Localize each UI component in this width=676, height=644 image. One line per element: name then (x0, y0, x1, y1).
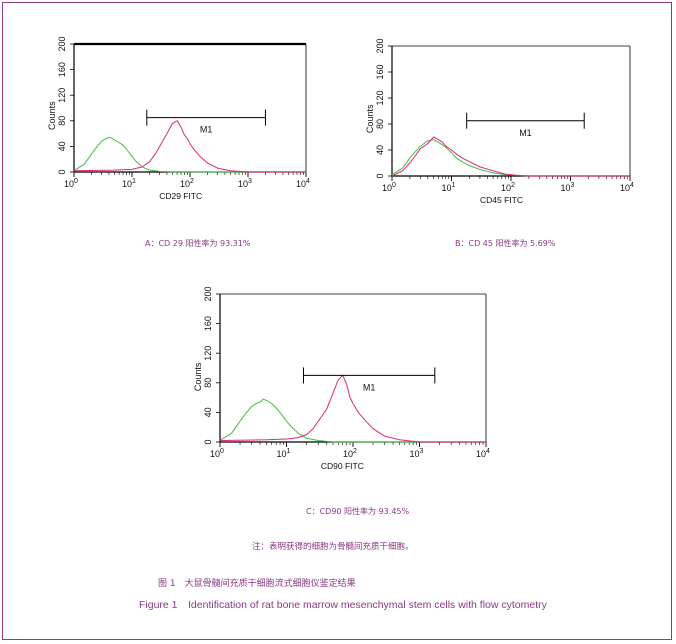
x-tick-base: 10 (238, 179, 248, 189)
x-tick-exponent: 1 (287, 448, 291, 455)
x-tick-exponent: 1 (132, 178, 136, 185)
x-tick-label: 103 (238, 178, 252, 189)
gate-label: M1 (519, 128, 532, 138)
y-tick-label: 200 (57, 36, 67, 51)
y-tick-label: 200 (375, 38, 385, 53)
y-axis-label: Counts (365, 104, 375, 133)
x-tick-base: 10 (476, 449, 486, 459)
y-tick-label: 80 (375, 119, 385, 129)
x-tick-exponent: 0 (392, 182, 396, 189)
x-tick-exponent: 2 (353, 448, 357, 455)
x-tick-label: 104 (620, 182, 634, 193)
gate-label: M1 (200, 125, 213, 135)
x-tick-exponent: 3 (420, 448, 424, 455)
x-tick-label: 104 (476, 448, 490, 459)
x-tick-base: 10 (122, 179, 132, 189)
y-tick-label: 0 (203, 439, 213, 444)
histogram-green-cd29 (73, 136, 306, 173)
x-tick-label: 100 (382, 182, 396, 193)
y-tick-label: 40 (375, 145, 385, 155)
x-tick-label: 103 (561, 182, 575, 193)
x-tick-exponent: 3 (571, 182, 575, 189)
x-tick-base: 10 (620, 183, 630, 193)
y-tick-label: 80 (57, 116, 67, 126)
x-tick-base: 10 (561, 183, 571, 193)
caption-a: A：CD 29 阳性率为 93.31% (145, 239, 251, 248)
histogram-magenta-cd29 (73, 120, 306, 173)
x-tick-exponent: 2 (511, 182, 515, 189)
y-axis-label: Counts (48, 101, 57, 130)
x-tick-label: 102 (180, 178, 194, 189)
y-tick-label: 160 (57, 62, 67, 77)
x-tick-label: 103 (410, 448, 424, 459)
x-tick-exponent: 4 (630, 182, 634, 189)
figure-title-en: Figure 1 Identification of rat bone marr… (139, 599, 547, 611)
y-tick-label: 160 (375, 64, 385, 79)
x-axis-label: CD90 FITC (321, 461, 364, 471)
caption-c: C：CD90 阳性率为 93.45% (306, 507, 410, 516)
x-tick-label: 104 (296, 178, 310, 189)
y-tick-label: 160 (203, 316, 213, 331)
x-tick-exponent: 0 (220, 448, 224, 455)
x-tick-base: 10 (210, 449, 220, 459)
x-tick-base: 10 (180, 179, 190, 189)
x-tick-label: 101 (442, 182, 456, 193)
x-tick-label: 100 (64, 178, 78, 189)
figure-title-cn: 图 1 大鼠骨髓间充质干细胞流式细胞仪鉴定结果 (158, 579, 356, 589)
x-tick-exponent: 4 (306, 178, 310, 185)
x-tick-base: 10 (382, 183, 392, 193)
figure-note: 注：表明获得的细胞为骨髓间充质干细胞。 (252, 542, 414, 552)
x-tick-base: 10 (410, 449, 420, 459)
x-tick-label: 100 (210, 448, 224, 459)
x-tick-base: 10 (442, 183, 452, 193)
x-tick-label: 101 (277, 448, 291, 459)
x-tick-base: 10 (64, 179, 74, 189)
y-tick-label: 40 (203, 407, 213, 417)
x-tick-base: 10 (277, 449, 287, 459)
y-tick-label: 120 (203, 346, 213, 361)
x-tick-base: 10 (296, 179, 306, 189)
histogram-magenta-cd90 (219, 374, 486, 443)
x-axis-label: CD45 FITC (480, 195, 523, 205)
x-tick-label: 102 (343, 448, 357, 459)
histogram-magenta-cd45 (391, 136, 630, 177)
y-tick-label: 120 (57, 88, 67, 103)
y-axis-label: Counts (193, 362, 203, 391)
x-tick-label: 101 (122, 178, 136, 189)
y-tick-label: 200 (203, 286, 213, 301)
y-tick-label: 80 (203, 378, 213, 388)
x-tick-base: 10 (343, 449, 353, 459)
x-tick-exponent: 0 (74, 178, 78, 185)
x-tick-label: 102 (501, 182, 515, 193)
y-tick-label: 40 (57, 141, 67, 151)
y-tick-label: 0 (375, 173, 385, 178)
x-tick-exponent: 4 (486, 448, 490, 455)
x-tick-exponent: 3 (248, 178, 252, 185)
x-tick-exponent: 1 (452, 182, 456, 189)
x-tick-exponent: 2 (190, 178, 194, 185)
gate-label: M1 (363, 382, 376, 392)
y-tick-label: 0 (57, 169, 67, 174)
x-tick-base: 10 (501, 183, 511, 193)
histogram-green-cd45 (391, 139, 630, 177)
caption-b: B：CD 45 阳性率为 5.69% (455, 239, 556, 248)
x-axis-label: CD29 FITC (159, 191, 202, 201)
y-tick-label: 120 (375, 90, 385, 105)
histogram-green-cd90 (219, 398, 486, 443)
